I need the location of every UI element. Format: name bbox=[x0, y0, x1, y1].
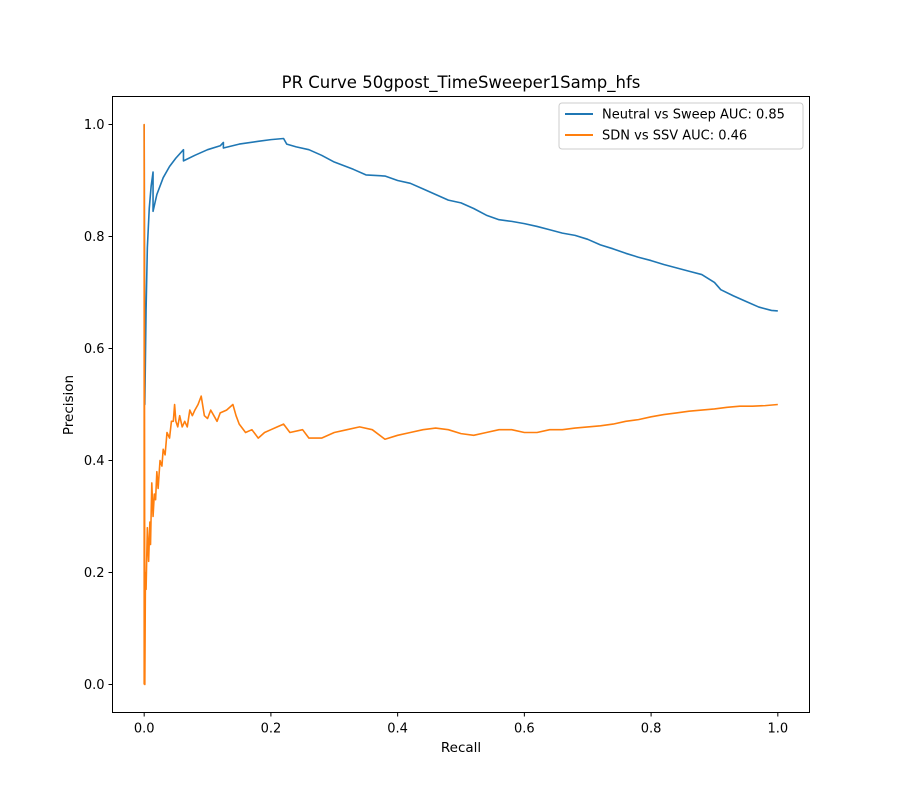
x-axis-label: Recall bbox=[441, 740, 481, 756]
series-line-0 bbox=[143, 124, 778, 406]
plot-lines bbox=[143, 123, 778, 686]
legend-label-neutral-vs-sweep: Neutral vs Sweep AUC: 0.85 bbox=[602, 108, 785, 123]
x-axis-ticks: 0.0 0.2 0.4 0.6 0.8 1.0 bbox=[134, 712, 788, 737]
chart-title: PR Curve 50gpost_TimeSweeper1Samp_hfs bbox=[282, 73, 641, 93]
y-tick-label: 0.8 bbox=[84, 230, 105, 245]
x-tick-label: 1.0 bbox=[767, 722, 788, 737]
y-axis-ticks: 0.0 0.2 0.4 0.6 0.8 1.0 bbox=[84, 118, 113, 693]
x-tick-label: 0.0 bbox=[134, 722, 155, 737]
y-tick-label: 1.0 bbox=[84, 118, 105, 133]
y-tick-label: 0.2 bbox=[84, 566, 105, 581]
legend: Neutral vs Sweep AUC: 0.85 SDN vs SSV AU… bbox=[558, 102, 804, 150]
legend-box bbox=[558, 102, 804, 150]
x-tick-label: 0.8 bbox=[641, 722, 662, 737]
x-tick-label: 0.2 bbox=[261, 722, 282, 737]
x-tick-label: 0.4 bbox=[387, 722, 408, 737]
y-axis-label: Precision bbox=[61, 375, 77, 435]
legend-label-sdn-vs-ssv: SDN vs SSV AUC: 0.46 bbox=[602, 129, 747, 144]
y-tick-label: 0.6 bbox=[84, 342, 105, 357]
y-tick-label: 0.4 bbox=[84, 454, 105, 469]
axes-frame bbox=[112, 96, 810, 713]
x-tick-label: 0.6 bbox=[514, 722, 535, 737]
y-tick-label: 0.0 bbox=[84, 678, 105, 693]
series-line-1 bbox=[143, 123, 778, 686]
